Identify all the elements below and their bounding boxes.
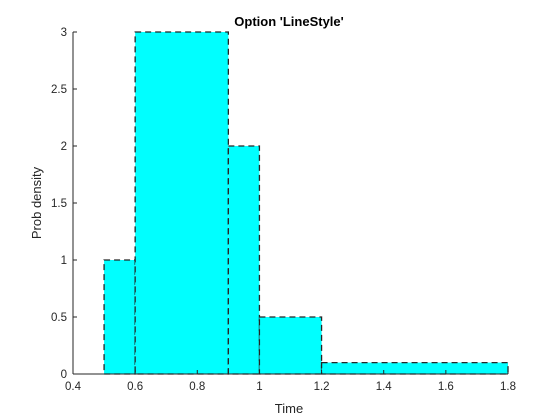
x-tick-label: 0.6 [127,381,143,393]
y-tick-label: 0 [61,369,67,381]
y-tick-label: 3 [61,27,67,39]
x-tick-label: 0.4 [65,381,82,393]
y-tick-label: 1.5 [51,198,67,210]
chart-title: Option 'LineStyle' [234,14,343,29]
axes-layer: 0.4 0.6 0.8 1 1.2 1.4 1.6 1.8 0 0.5 1 1.5 2 2.5 3 [51,27,516,393]
y-tick-label: 1 [61,255,67,267]
y-tick-label: 2.5 [51,84,67,96]
y-tick-label: 0.5 [51,312,67,324]
histogram-bar-3 [227,145,261,375]
y-tick-label: 2 [61,141,67,153]
x-tick-label: 1.4 [376,381,393,393]
x-tick-label: 1.6 [438,381,454,393]
x-tick-label: 1 [256,381,262,393]
histogram-bar-1 [103,259,136,375]
x-tick-label: 1.8 [500,381,516,393]
x-tick-label: 0.8 [189,381,205,393]
histogram-bar-2 [134,31,230,375]
y-axis-label: Prob density [29,166,44,239]
x-tick-label: 1.2 [314,381,330,393]
bars-layer [103,31,509,375]
histogram-bar-5 [320,361,509,375]
x-axis-label: Time [275,401,303,416]
histogram-bar-4 [258,316,323,375]
